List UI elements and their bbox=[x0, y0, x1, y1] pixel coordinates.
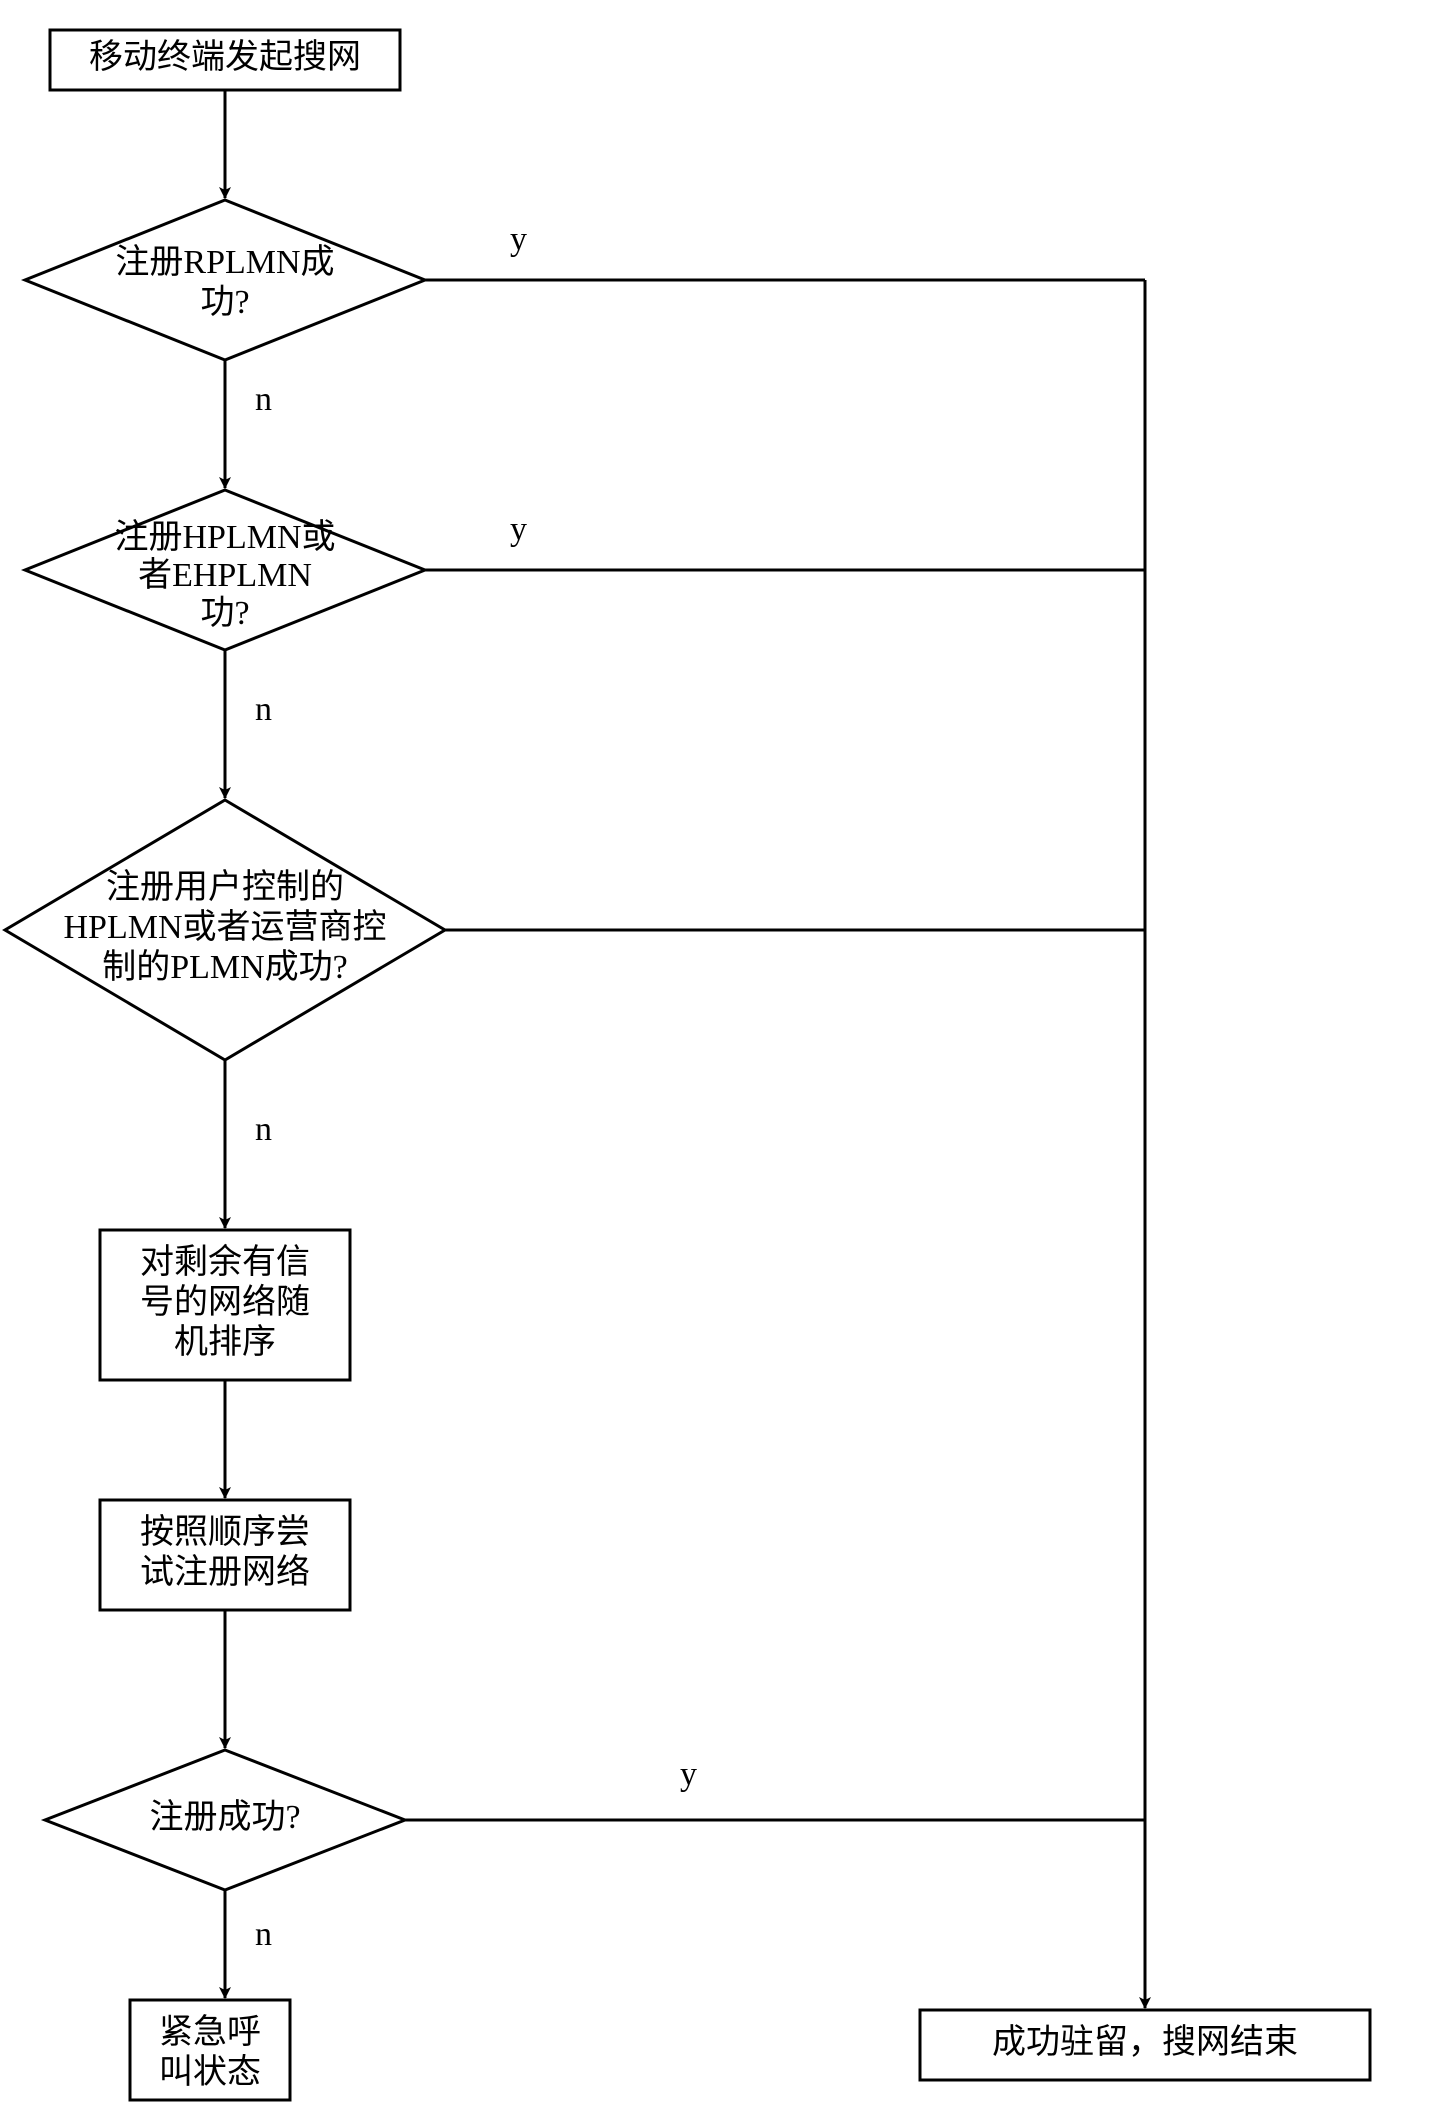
label-d1-n: n bbox=[255, 381, 272, 418]
node-d1-line1: 注册RPLMN成 bbox=[115, 243, 334, 281]
flowchart-svg: 移动终端发起搜网 注册RPLMN成 功? y n 注册HPLMN或 者EHPLM… bbox=[0, 0, 1448, 2120]
node-d3-line3: 制的PLMN成功? bbox=[102, 948, 348, 986]
node-p1-line1: 对剩余有信 bbox=[140, 1243, 310, 1281]
label-d2-y: y bbox=[510, 511, 527, 548]
node-d3: 注册用户控制的 HPLMN或者运营商控 制的PLMN成功? bbox=[5, 800, 445, 1060]
node-p2: 按照顺序尝 试注册网络 bbox=[100, 1500, 350, 1610]
node-endright-line1: 成功驻留，搜网结束 bbox=[992, 2023, 1298, 2061]
node-d3-line2: HPLMN或者运营商控 bbox=[63, 908, 386, 946]
node-p1: 对剩余有信 号的网络随 机排序 bbox=[100, 1230, 350, 1380]
node-start-text: 移动终端发起搜网 bbox=[89, 38, 361, 76]
node-p2-line1: 按照顺序尝 bbox=[140, 1513, 310, 1551]
label-d3-n: n bbox=[255, 1111, 272, 1148]
node-d2-line2: 者EHPLMN bbox=[138, 557, 312, 594]
node-d1: 注册RPLMN成 功? bbox=[25, 200, 425, 360]
node-start: 移动终端发起搜网 bbox=[50, 30, 400, 90]
node-d3-line1: 注册用户控制的 bbox=[106, 868, 344, 906]
node-endleft-line2: 叫状态 bbox=[159, 2053, 261, 2091]
node-end-left: 紧急呼 叫状态 bbox=[130, 2000, 290, 2100]
node-p1-line2: 号的网络随 bbox=[140, 1283, 310, 1321]
node-d1-line2: 功? bbox=[200, 284, 249, 321]
label-d2-n: n bbox=[255, 691, 272, 728]
label-d4-n: n bbox=[255, 1916, 272, 1953]
label-d1-y: y bbox=[510, 221, 527, 258]
node-d2-line1: 注册HPLMN或 bbox=[114, 518, 335, 556]
node-d4-line1: 注册成功? bbox=[149, 1798, 300, 1836]
label-d4-y: y bbox=[680, 1756, 697, 1793]
node-end-right: 成功驻留，搜网结束 bbox=[920, 2010, 1370, 2080]
node-d2-line3: 功? bbox=[200, 595, 249, 632]
node-endleft-line1: 紧急呼 bbox=[159, 2013, 261, 2051]
node-p2-line2: 试注册网络 bbox=[140, 1553, 310, 1591]
node-d2: 注册HPLMN或 者EHPLMN 功? bbox=[25, 490, 425, 650]
node-d4: 注册成功? bbox=[45, 1750, 405, 1890]
node-p1-line3: 机排序 bbox=[174, 1323, 276, 1361]
